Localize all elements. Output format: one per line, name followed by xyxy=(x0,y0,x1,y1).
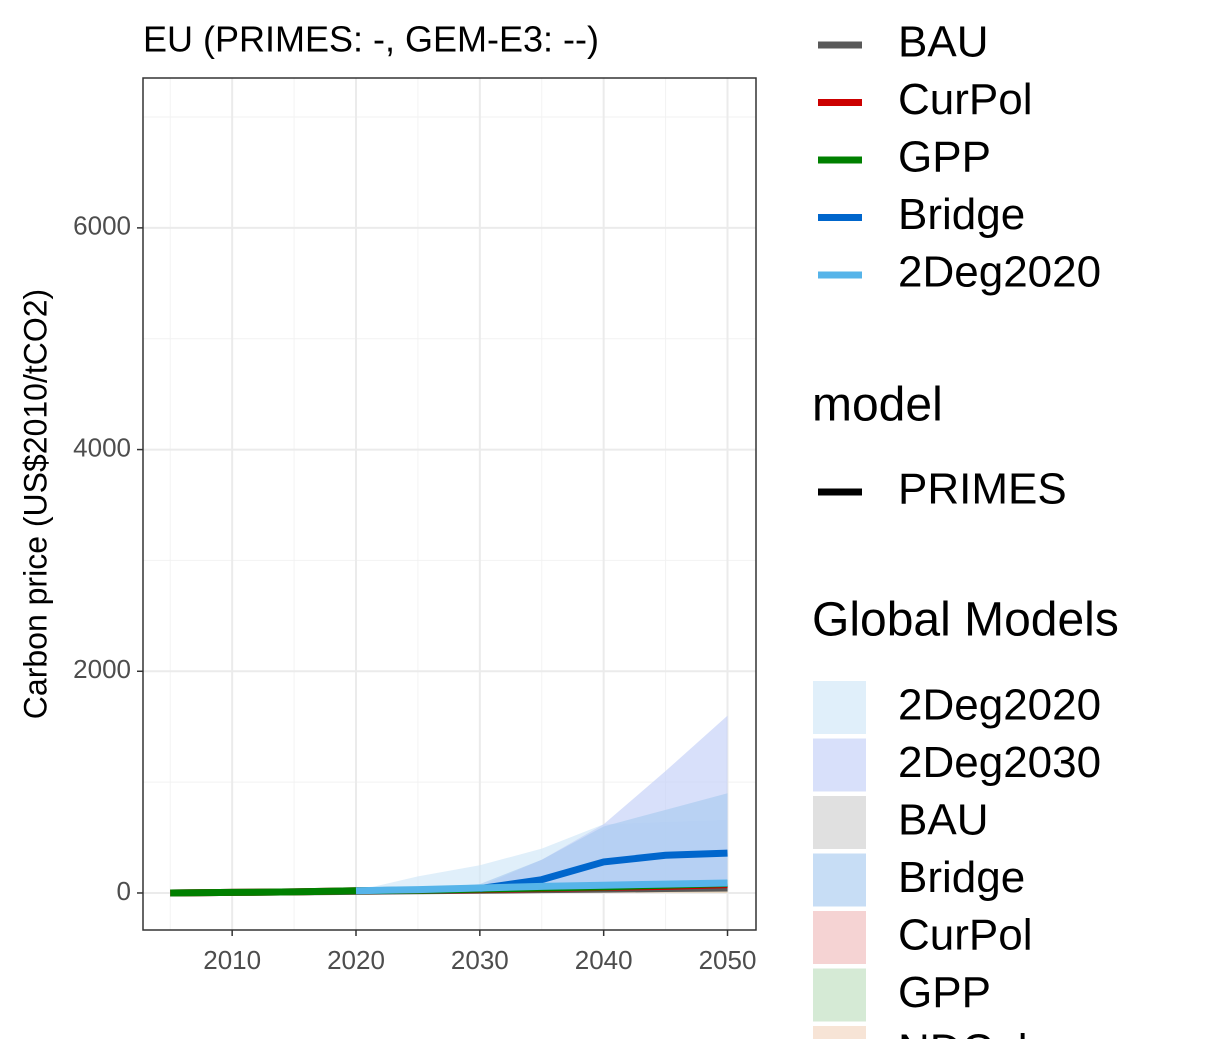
legend-label: BAU xyxy=(898,796,988,845)
y-tick-label: 0 xyxy=(117,876,131,906)
legend-key xyxy=(813,796,866,849)
plot-border xyxy=(142,77,757,931)
y-tick-label: 6000 xyxy=(73,211,131,241)
legend-title: Global Models xyxy=(812,594,1119,647)
y-tick-label: 4000 xyxy=(73,432,131,462)
legend-key xyxy=(813,968,866,1022)
x-tick-label: 2020 xyxy=(327,945,385,975)
legend-label: 2Deg2030 xyxy=(898,738,1101,787)
legend-label: Bridge xyxy=(898,853,1025,902)
legend-label: NDCplus xyxy=(898,1026,1074,1039)
legend-label: CurPol xyxy=(898,75,1033,124)
legend-key xyxy=(813,1026,866,1039)
legend-label: PRIMES xyxy=(898,465,1067,514)
x-tick-label: 2030 xyxy=(451,945,509,975)
y-axis-label: Carbon price (US$2010/tCO2) xyxy=(17,289,53,719)
x-tick-label: 2010 xyxy=(203,945,261,975)
legend-key xyxy=(813,681,866,734)
legend-key xyxy=(813,738,866,792)
legend-title: model xyxy=(812,379,943,432)
series-line xyxy=(355,879,728,895)
legend-label: 2Deg2020 xyxy=(898,681,1101,730)
legend-label: CurPol xyxy=(898,911,1033,960)
legend-label: GPP xyxy=(898,133,991,182)
chart-title: EU (PRIMES: -, GEM-E3: --) xyxy=(143,19,599,60)
x-tick-label: 2050 xyxy=(699,945,757,975)
legend-label: GPP xyxy=(898,968,991,1017)
series-line xyxy=(479,849,728,893)
plot-area xyxy=(170,715,728,897)
ribbon xyxy=(356,793,728,893)
legend-label: 2Deg2020 xyxy=(898,248,1101,297)
legend-key xyxy=(813,911,866,964)
legend-label: BAU xyxy=(898,18,988,67)
y-tick-label: 2000 xyxy=(73,654,131,684)
legend-label: Bridge xyxy=(898,190,1025,239)
x-tick-label: 2040 xyxy=(575,945,633,975)
legend-key xyxy=(813,853,866,907)
